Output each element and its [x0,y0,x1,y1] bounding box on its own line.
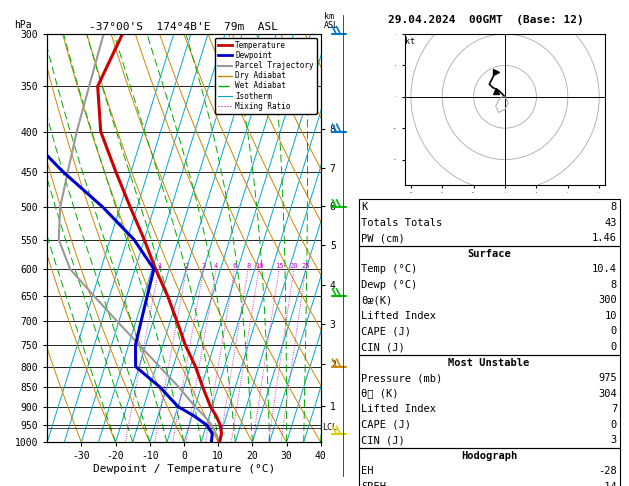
Text: SREH: SREH [361,482,386,486]
Text: 8: 8 [611,280,617,290]
Text: Surface: Surface [467,249,511,259]
Text: EH: EH [361,467,374,476]
Text: km
ASL: km ASL [323,12,338,30]
Text: 10: 10 [604,311,617,321]
Text: Pressure (mb): Pressure (mb) [361,373,442,383]
Text: CIN (J): CIN (J) [361,342,405,352]
Text: 304: 304 [598,389,617,399]
Text: 3: 3 [201,263,206,269]
Text: CAPE (J): CAPE (J) [361,420,411,430]
Legend: Temperature, Dewpoint, Parcel Trajectory, Dry Adiabat, Wet Adiabat, Isotherm, Mi: Temperature, Dewpoint, Parcel Trajectory… [215,38,317,114]
X-axis label: Dewpoint / Temperature (°C): Dewpoint / Temperature (°C) [93,464,275,474]
Text: Lifted Index: Lifted Index [361,311,436,321]
Text: 29.04.2024  00GMT  (Base: 12): 29.04.2024 00GMT (Base: 12) [388,15,584,25]
Text: 300: 300 [598,295,617,305]
Text: CAPE (J): CAPE (J) [361,327,411,336]
Text: 25: 25 [301,263,310,269]
Text: 8: 8 [611,202,617,212]
Text: θᴄ (K): θᴄ (K) [361,389,399,399]
Text: Lifted Index: Lifted Index [361,404,436,414]
Text: PW (cm): PW (cm) [361,233,405,243]
Text: LCL: LCL [322,423,337,432]
Text: 2: 2 [184,263,189,269]
Text: 7: 7 [611,404,617,414]
Text: Most Unstable: Most Unstable [448,358,530,367]
Text: CIN (J): CIN (J) [361,435,405,445]
Text: 8: 8 [246,263,250,269]
Text: 4: 4 [214,263,218,269]
Text: 6: 6 [233,263,237,269]
Text: 3: 3 [611,435,617,445]
Text: kt: kt [404,37,415,46]
Title: -37°00'S  174°4B'E  79m  ASL: -37°00'S 174°4B'E 79m ASL [89,22,279,32]
Text: 15: 15 [275,263,284,269]
Text: 10: 10 [255,263,263,269]
Text: hPa: hPa [14,20,31,30]
Text: 10.4: 10.4 [592,264,617,274]
Text: Totals Totals: Totals Totals [361,218,442,227]
Text: -14: -14 [598,482,617,486]
Text: 0: 0 [611,342,617,352]
Text: K: K [361,202,367,212]
Text: 975: 975 [598,373,617,383]
Text: Temp (°C): Temp (°C) [361,264,417,274]
Text: 0: 0 [611,420,617,430]
Text: Dewp (°C): Dewp (°C) [361,280,417,290]
Text: -28: -28 [598,467,617,476]
Text: 43: 43 [604,218,617,227]
Text: 20: 20 [290,263,298,269]
Text: 1.46: 1.46 [592,233,617,243]
Text: Hodograph: Hodograph [461,451,517,461]
Text: 1: 1 [157,263,161,269]
Text: 0: 0 [611,327,617,336]
Text: θᴂ(K): θᴂ(K) [361,295,392,305]
